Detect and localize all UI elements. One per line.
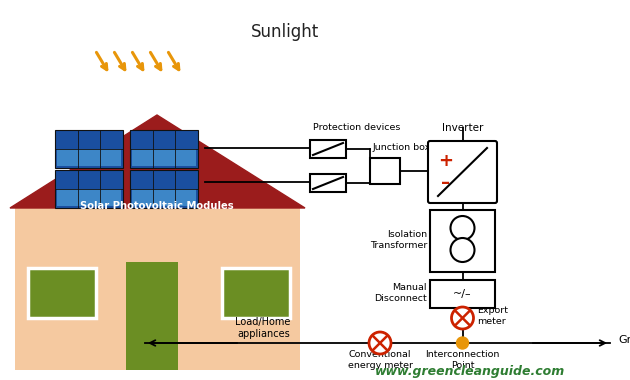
Text: www.greencleanguide.com: www.greencleanguide.com xyxy=(375,366,565,378)
Text: –: – xyxy=(442,174,450,192)
Text: Interconnection
Point: Interconnection Point xyxy=(425,350,500,370)
Text: Conventional
energy meter: Conventional energy meter xyxy=(348,350,413,370)
Text: ~/–: ~/– xyxy=(453,289,472,299)
Circle shape xyxy=(369,332,391,354)
Text: Protection devices: Protection devices xyxy=(313,124,401,133)
Bar xyxy=(430,210,495,272)
Text: Manual
Disconnect: Manual Disconnect xyxy=(374,283,427,303)
Bar xyxy=(55,170,123,208)
Bar xyxy=(310,140,346,158)
Bar xyxy=(57,189,121,206)
Bar xyxy=(15,208,300,370)
Text: +: + xyxy=(438,152,454,170)
Polygon shape xyxy=(10,115,305,208)
Circle shape xyxy=(457,337,469,349)
Bar xyxy=(132,189,196,206)
Bar xyxy=(130,130,198,168)
Text: Isolation
Transformer: Isolation Transformer xyxy=(370,230,427,250)
Bar xyxy=(55,130,123,168)
Text: Sunlight: Sunlight xyxy=(251,23,319,41)
Text: Inverter: Inverter xyxy=(442,123,483,133)
Text: Load/Home
appliances: Load/Home appliances xyxy=(234,317,290,339)
Bar xyxy=(430,280,495,308)
Bar xyxy=(57,149,121,166)
Bar xyxy=(310,174,346,192)
Bar xyxy=(130,170,198,208)
FancyBboxPatch shape xyxy=(428,141,497,203)
Bar xyxy=(222,268,290,318)
Bar xyxy=(28,268,96,318)
Circle shape xyxy=(452,307,474,329)
Circle shape xyxy=(450,238,474,262)
Text: Export
meter: Export meter xyxy=(478,306,508,326)
Text: Solar Photovoltaic Modules: Solar Photovoltaic Modules xyxy=(80,201,234,211)
Bar xyxy=(132,149,196,166)
Bar xyxy=(126,262,178,370)
Text: Grid: Grid xyxy=(618,335,630,345)
Bar xyxy=(370,158,400,184)
Circle shape xyxy=(450,216,474,240)
Text: Junction box: Junction box xyxy=(373,144,432,152)
